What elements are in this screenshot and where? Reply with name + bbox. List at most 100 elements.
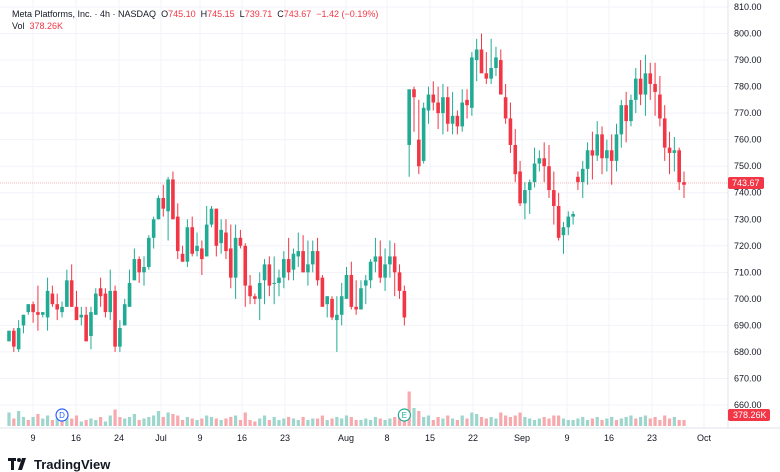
candle-body (532, 163, 537, 183)
candle (388, 240, 392, 278)
volume-bar (31, 417, 35, 426)
candle-body (103, 293, 108, 313)
candle (421, 102, 426, 164)
candle (296, 232, 301, 268)
candle (267, 256, 272, 297)
candle-body (151, 219, 156, 238)
volume-bar (417, 411, 421, 426)
dividend-marker[interactable] (55, 408, 69, 422)
candle (489, 38, 493, 84)
candle-body (209, 208, 214, 225)
volume-label[interactable]: Vol (12, 21, 25, 31)
volume-bar (518, 412, 522, 426)
candle-body (16, 328, 21, 350)
candle (330, 296, 334, 321)
candle-body (354, 306, 358, 310)
volume-bar (455, 420, 459, 426)
candle-body (658, 94, 662, 119)
candle-body (161, 198, 166, 209)
candle-body (474, 49, 479, 61)
candle (441, 83, 445, 135)
candle (431, 81, 436, 111)
low-value: 739.71 (244, 9, 273, 19)
candle-body (315, 251, 320, 281)
candle-body (585, 150, 590, 169)
volume-bar (287, 417, 291, 426)
candle (662, 105, 667, 161)
volume-bar (99, 417, 103, 426)
candle-body (605, 150, 609, 159)
volume-bar (600, 420, 604, 426)
volume-bar (426, 415, 431, 426)
candle (445, 86, 450, 132)
candle-body (450, 115, 455, 124)
volume-bar (267, 420, 271, 426)
volume-bar (585, 420, 590, 426)
time-tick-label: 9 (564, 433, 569, 443)
candle (320, 274, 325, 307)
price-tick-label: 760.00 (734, 135, 762, 145)
candle (609, 134, 614, 185)
candle-body (445, 97, 450, 124)
volume-bar (407, 391, 411, 426)
candle-body (118, 328, 122, 347)
volume-bar (272, 417, 276, 426)
time-tick-label: Jul (155, 433, 167, 443)
candle (383, 248, 387, 291)
volume-bar (147, 417, 151, 426)
candle (118, 320, 122, 352)
candle-body (397, 272, 402, 291)
candle-body (465, 99, 469, 106)
candle (672, 137, 677, 172)
candle (585, 142, 590, 185)
candle-body (629, 99, 633, 122)
candle (282, 251, 286, 289)
candle-body (662, 118, 667, 148)
candle (65, 269, 69, 307)
volume-bar (672, 417, 676, 426)
candle-body (262, 264, 267, 281)
candle (344, 267, 349, 299)
volume-bar (489, 417, 493, 426)
candle (653, 62, 657, 116)
candle-body (653, 83, 657, 92)
volume-bar (653, 417, 657, 426)
volume-bar (344, 415, 349, 426)
candle (576, 171, 580, 191)
volume-bar (571, 420, 575, 426)
candle (40, 312, 45, 318)
volume-bar (166, 412, 170, 426)
candle (354, 280, 358, 315)
volume-bar (378, 418, 382, 426)
candle-body (175, 216, 180, 252)
candle-body (537, 158, 542, 164)
candle (272, 256, 276, 305)
candle (253, 293, 257, 305)
volume-bar (12, 418, 16, 426)
candle-body (648, 73, 653, 84)
candle (137, 256, 141, 283)
volume-bar (142, 418, 146, 426)
candle (470, 52, 474, 116)
candle (484, 52, 489, 84)
volume-bar (677, 420, 681, 426)
price-tick-label: 810.00 (734, 2, 762, 12)
candle (108, 269, 113, 321)
volume-bar (494, 418, 498, 426)
symbol-title[interactable]: Meta Platforms, Inc. · 4h · NASDAQ (12, 9, 157, 19)
tradingview-logo[interactable]: TradingView (8, 456, 110, 472)
volume-bar (50, 420, 54, 426)
earnings-marker[interactable] (397, 408, 411, 422)
time-axis: 9 16 24 Jul 9 16 23 Aug 8 15 22 Sep 9 16 23 Oct (30, 433, 711, 443)
candle (306, 240, 310, 286)
candle (79, 306, 84, 326)
volume-bar (7, 412, 11, 426)
close-value: 743.67 (283, 9, 312, 19)
candle (407, 89, 411, 177)
volume-bar (214, 418, 218, 426)
candle (122, 298, 127, 326)
brand-name: TradingView (34, 456, 111, 472)
candle-body (228, 248, 233, 278)
volume-bar (262, 415, 267, 426)
